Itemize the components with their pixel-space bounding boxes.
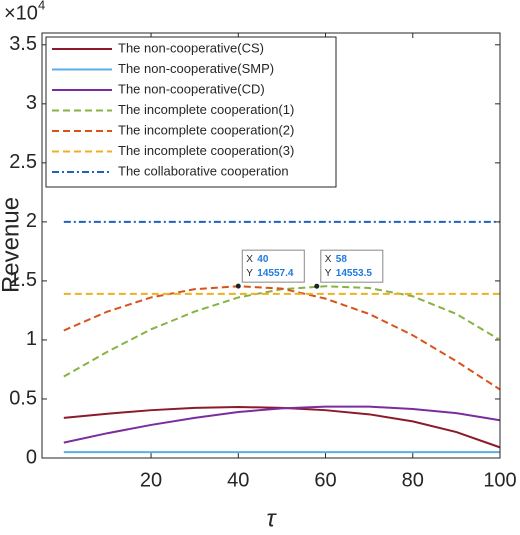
legend-label: The incomplete cooperation(2)	[118, 122, 294, 137]
datatip-marker	[235, 283, 241, 289]
x-tick-label: 20	[140, 469, 162, 491]
series-line	[63, 405, 501, 444]
datatip-key: Y	[246, 268, 253, 279]
legend-label: The collaborative cooperation	[118, 163, 289, 178]
legend-label: The non-cooperative(SMP)	[118, 61, 274, 76]
datatip-value: 58	[336, 254, 348, 265]
y-axis-label: Revenue	[0, 197, 24, 293]
legend-box	[45, 36, 337, 188]
legend-label: The non-cooperative(CD)	[118, 81, 265, 96]
datatip-key: X	[325, 254, 332, 265]
datatip-value: 40	[257, 254, 269, 265]
series-line	[63, 285, 501, 391]
legend-label: The incomplete cooperation(3)	[118, 143, 294, 158]
y-multiplier: ×10	[4, 2, 38, 24]
y-tick-label: 3	[26, 92, 37, 114]
y-tick-label: 2.5	[9, 151, 37, 173]
y-tick-label: 1.5	[9, 269, 37, 291]
y-tick-label: 1	[26, 328, 37, 350]
legend-label: The non-cooperative(CS)	[118, 40, 264, 55]
y-multiplier-exponent: 4	[38, 0, 45, 12]
legend-label: The incomplete cooperation(1)	[118, 102, 294, 117]
y-tick-label: 0.5	[9, 387, 37, 409]
datatip-value: 14557.4	[257, 268, 294, 279]
datatip-marker	[314, 283, 320, 289]
datatip-box	[320, 249, 384, 283]
x-axis-label: τ	[267, 505, 278, 530]
x-tick-label: 40	[227, 469, 249, 491]
datatip-value: 14553.5	[336, 268, 373, 279]
y-tick-label: 2	[26, 210, 37, 232]
datatip-key: X	[246, 254, 253, 265]
datatip-box	[241, 249, 305, 283]
x-tick-label: 100	[483, 469, 516, 491]
plot-frame	[41, 32, 501, 459]
x-tick-label: 80	[402, 469, 424, 491]
y-tick-label: 0	[26, 446, 37, 468]
y-tick-label: 3.5	[9, 33, 37, 55]
x-tick-label: 60	[314, 469, 336, 491]
datatip-key: Y	[325, 268, 332, 279]
